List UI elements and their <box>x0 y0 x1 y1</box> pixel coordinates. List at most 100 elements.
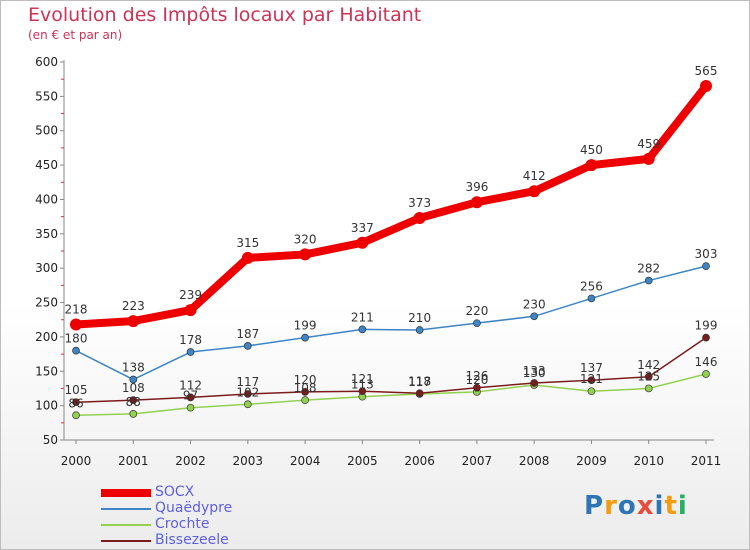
data-label: 97 <box>183 389 198 403</box>
data-label: 180 <box>65 332 88 346</box>
chart-title: Evolution des Impôts locaux par Habitant <box>28 4 422 26</box>
x-tick-label: 2004 <box>290 454 321 468</box>
data-point <box>415 326 424 334</box>
y-tick-label: 450 <box>35 158 58 172</box>
data-label: 337 <box>351 221 374 235</box>
data-label: 412 <box>523 169 546 183</box>
series-line <box>75 265 707 381</box>
data-label: 282 <box>637 262 660 276</box>
legend-label: Quaëdypre <box>155 500 233 516</box>
data-point <box>127 315 140 328</box>
data-label: 218 <box>65 303 88 317</box>
data-point <box>644 384 653 393</box>
x-tick-label: 2003 <box>233 454 264 468</box>
series-0 <box>70 80 712 331</box>
data-point <box>413 212 426 225</box>
x-tick-label: 2005 <box>347 454 378 468</box>
logo-letter: t <box>664 491 678 521</box>
logo-letter: i <box>677 491 688 521</box>
data-point <box>528 185 541 198</box>
data-label: 108 <box>294 381 317 395</box>
data-label: 121 <box>351 372 374 386</box>
data-point <box>356 236 369 249</box>
data-point <box>473 319 481 328</box>
data-point <box>530 312 539 321</box>
y-tick-label: 300 <box>35 261 58 275</box>
data-point <box>184 304 197 317</box>
data-point <box>470 196 483 209</box>
data-label: 178 <box>179 333 202 347</box>
data-point <box>702 262 710 270</box>
data-point <box>415 389 424 398</box>
chart-subtitle: (en € et par an) <box>28 28 123 42</box>
data-label: 130 <box>523 366 546 380</box>
series-2 <box>72 370 710 420</box>
data-label: 126 <box>465 369 488 383</box>
data-point <box>587 376 596 385</box>
data-point <box>642 152 655 165</box>
data-point <box>530 379 539 387</box>
data-point <box>129 375 138 384</box>
logo-letter: x <box>636 491 655 521</box>
data-point <box>186 403 195 412</box>
data-point <box>129 410 138 418</box>
data-point <box>129 396 138 404</box>
series-line <box>75 336 707 403</box>
data-label: 199 <box>695 319 718 333</box>
y-tick-label: 200 <box>35 330 58 344</box>
y-tick-label: 250 <box>35 296 58 310</box>
data-label: 102 <box>236 385 259 399</box>
x-tick-label: 2011 <box>691 454 722 468</box>
axes: 50 100 150 200 250 300 350 400 450 500 550 600 2000 2… <box>35 55 721 468</box>
data-point <box>70 318 82 331</box>
logo-letter: P <box>584 491 605 521</box>
data-label: 210 <box>408 311 431 325</box>
data-label: 117 <box>408 375 431 389</box>
data-label: 396 <box>465 180 488 194</box>
x-tick-label: 2009 <box>576 454 607 468</box>
data-point <box>587 387 596 396</box>
data-label: 459 <box>637 137 660 151</box>
data-label: 108 <box>122 381 145 395</box>
logo-letter: r <box>604 491 618 521</box>
data-label: 146 <box>695 355 718 369</box>
legend-swatch <box>101 524 151 526</box>
data-label: 120 <box>294 373 317 387</box>
data-label: 565 <box>695 64 718 78</box>
data-label: 105 <box>65 383 88 397</box>
data-label: 113 <box>351 378 374 392</box>
data-point <box>585 159 598 172</box>
y-tick-label: 150 <box>35 364 58 378</box>
data-label: 112 <box>179 378 202 392</box>
data-point <box>243 390 252 398</box>
logo-letter: i <box>654 491 665 521</box>
legend-swatch <box>101 489 151 497</box>
legend-swatch <box>101 508 151 510</box>
x-tick-label: 2002 <box>175 454 206 468</box>
legend-label: Crochte <box>155 516 210 532</box>
series-layer <box>70 80 712 420</box>
data-point <box>473 383 481 392</box>
logo-letter: o <box>617 491 637 521</box>
legend-label: SOCX <box>155 484 195 500</box>
x-tick-label: 2007 <box>462 454 493 468</box>
data-point <box>587 294 596 303</box>
data-point <box>72 411 80 420</box>
y-tick-label: 50 <box>43 433 58 447</box>
x-tick-label: 2008 <box>519 454 550 468</box>
x-tick-label: 2001 <box>118 454 149 468</box>
data-label: 256 <box>580 279 603 293</box>
data-label: 88 <box>126 395 141 409</box>
data-point <box>301 388 309 396</box>
series-3 <box>72 333 710 407</box>
data-label: 133 <box>523 364 546 378</box>
y-tick-label: 600 <box>35 55 58 69</box>
data-label: 320 <box>294 232 317 246</box>
data-label: 450 <box>580 143 603 157</box>
data-point <box>241 251 254 264</box>
data-point <box>301 333 309 342</box>
data-label: 86 <box>68 396 83 410</box>
series-1 <box>72 262 710 384</box>
